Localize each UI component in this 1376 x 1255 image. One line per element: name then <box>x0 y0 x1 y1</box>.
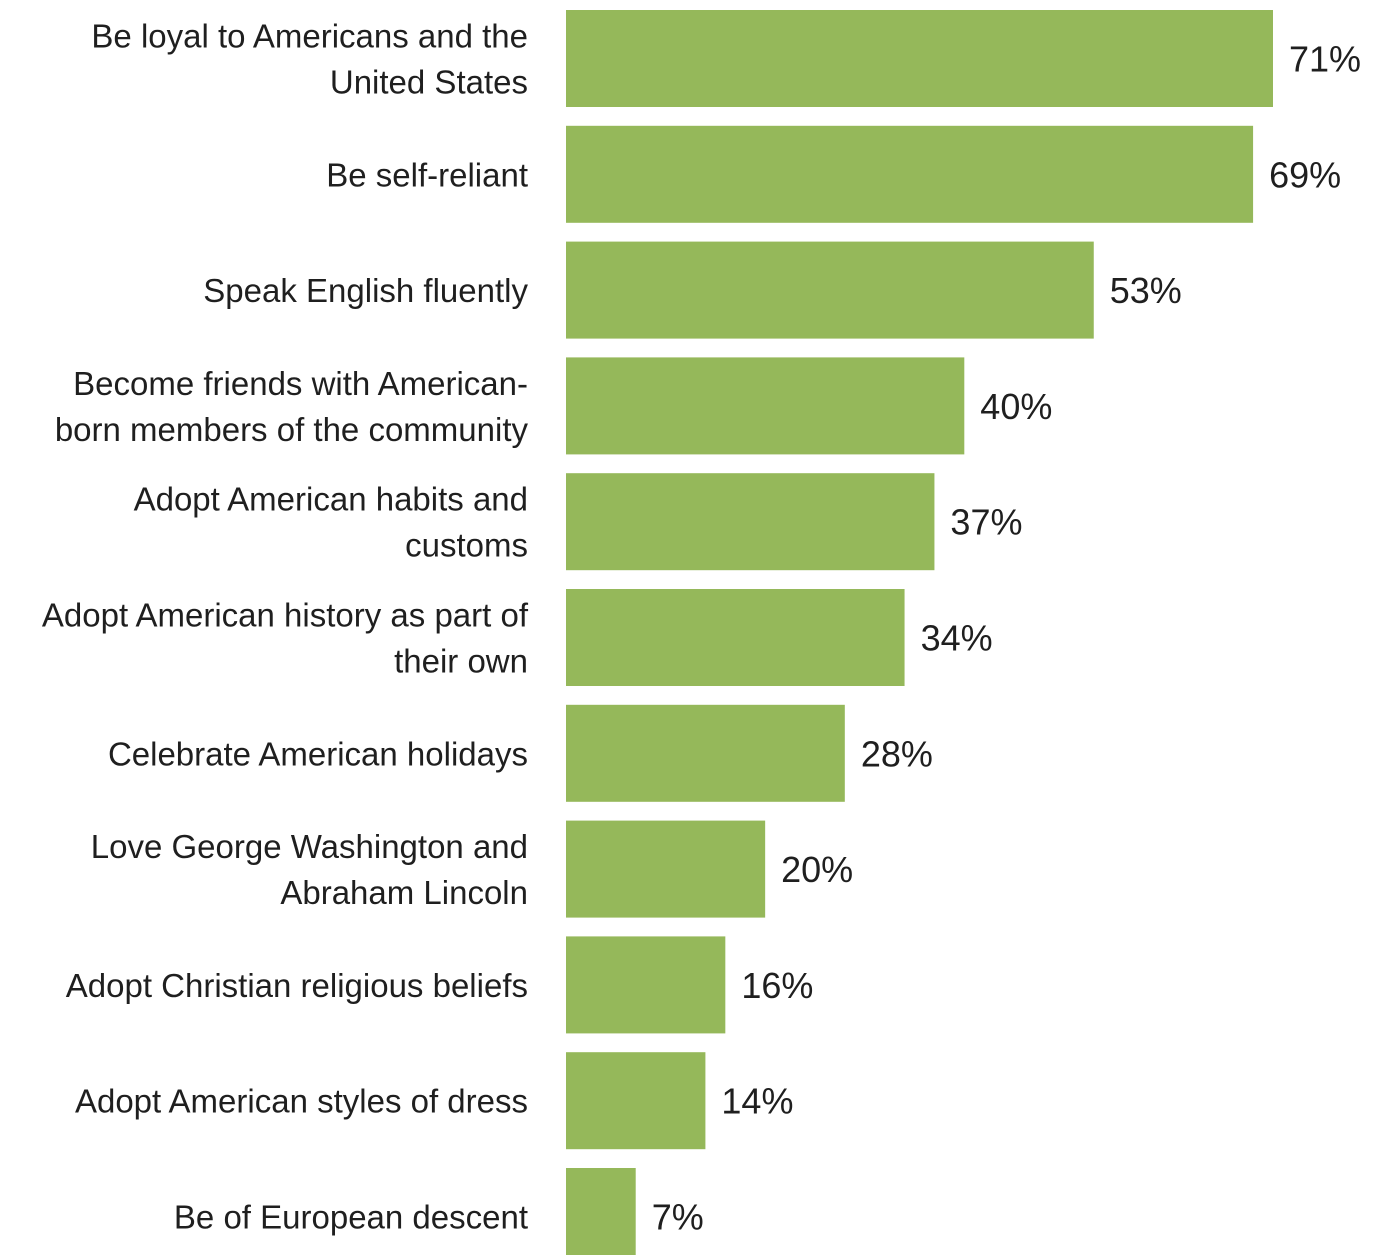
category-label: Love George Washington and <box>91 828 528 865</box>
value-label: 34% <box>921 618 993 659</box>
bar <box>566 936 726 1034</box>
bar <box>566 10 1273 107</box>
category-label: Speak English fluently <box>203 272 528 309</box>
category-label: Be of European descent <box>174 1199 528 1236</box>
category-label: Be self-reliant <box>326 156 528 193</box>
value-label: 40% <box>980 386 1052 427</box>
value-label: 71% <box>1289 39 1361 80</box>
bar <box>566 1168 636 1255</box>
category-label: Adopt American habits and <box>134 481 528 518</box>
category-label: Be loyal to Americans and the <box>91 18 528 55</box>
category-label: Adopt American styles of dress <box>75 1083 528 1120</box>
bars-layer <box>566 10 1273 1255</box>
category-label: United States <box>330 64 528 101</box>
category-label: their own <box>394 643 528 680</box>
value-labels: 71% 69% 53% 40% 37% 34% 28% 20% 16% 14% 7% <box>652 39 1361 1238</box>
category-label: Adopt American history as part of <box>42 597 529 634</box>
category-label: born members of the community <box>55 411 529 448</box>
value-label: 16% <box>741 965 813 1006</box>
bar <box>566 241 1094 339</box>
bar <box>566 1052 706 1150</box>
category-labels: Be loyal to Americans and the United Stat… <box>42 18 529 1236</box>
value-label: 53% <box>1110 270 1182 311</box>
category-label: Celebrate American holidays <box>108 735 528 772</box>
value-label: 14% <box>721 1081 793 1122</box>
category-label: Adopt Christian religious beliefs <box>66 967 528 1004</box>
bar <box>566 589 905 686</box>
value-label: 20% <box>781 849 853 890</box>
category-label: customs <box>405 527 528 564</box>
value-label: 37% <box>950 502 1022 543</box>
category-label: Become friends with American- <box>73 365 528 402</box>
category-label: Abraham Lincoln <box>280 874 528 911</box>
value-label: 28% <box>861 733 933 774</box>
value-label: 69% <box>1269 154 1341 195</box>
bar <box>566 704 845 802</box>
value-label: 7% <box>652 1197 704 1238</box>
bar <box>566 357 965 455</box>
bar <box>566 473 935 571</box>
bar <box>566 820 766 918</box>
bar <box>566 125 1254 223</box>
